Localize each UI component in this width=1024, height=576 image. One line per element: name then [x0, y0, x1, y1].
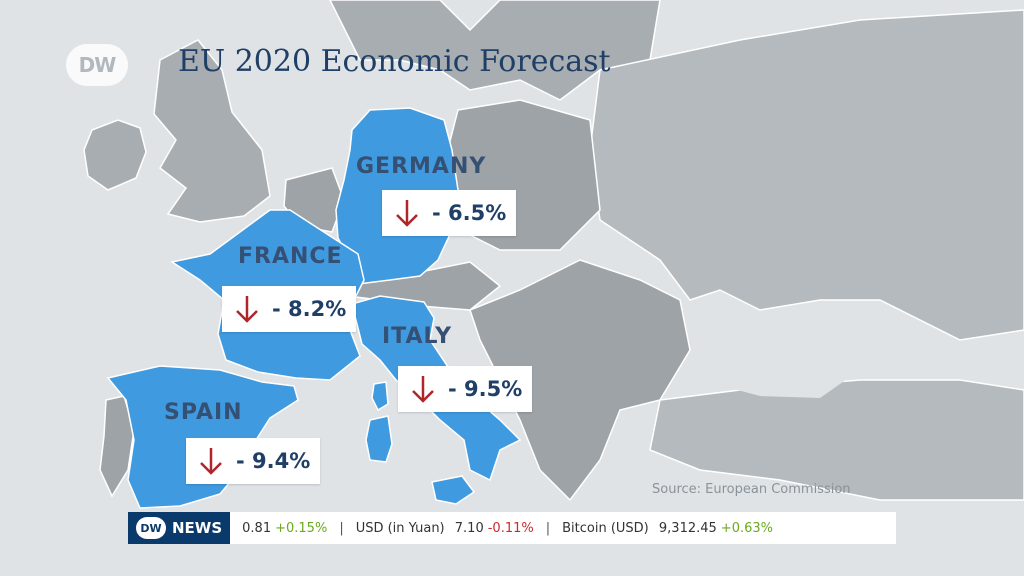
- ticker-item-2-name: USD (in Yuan): [355, 520, 445, 536]
- ticker-item-2-change: -0.11%: [487, 520, 534, 536]
- map-sardinia: [365, 415, 393, 463]
- ticker-item-3-name: Bitcoin (USD): [562, 520, 649, 536]
- arrow-down-icon: [200, 448, 222, 475]
- arrow-down-icon: [236, 296, 258, 323]
- arrow-down-icon: [396, 200, 418, 227]
- value-box-france: - 8.2%: [222, 286, 356, 332]
- map-corsica: [371, 381, 389, 412]
- value-spain: - 9.4%: [236, 449, 311, 473]
- ticker-dw-logo: DW: [136, 517, 166, 539]
- map-sicily: [431, 475, 476, 505]
- map-black-sea: [690, 316, 860, 398]
- news-ticker: DW NEWS 0.81 +0.15% | USD (in Yuan) 7.10-…: [128, 512, 896, 544]
- value-france: - 8.2%: [272, 297, 347, 321]
- ticker-item-3-value: 9,312.45: [658, 520, 717, 536]
- map-great-britain: [153, 39, 271, 223]
- ticker-item-1-value: 0.81: [242, 520, 272, 536]
- ticker-item-1: 0.81 +0.15%: [242, 521, 327, 536]
- ticker-separator: |: [545, 520, 551, 536]
- value-box-germany: - 6.5%: [382, 190, 516, 236]
- map-scandinavia: [329, 0, 661, 101]
- value-italy: - 9.5%: [448, 377, 523, 401]
- ticker-item-3-change: +0.63%: [720, 520, 773, 536]
- dw-logo-text: DW: [78, 53, 117, 77]
- ticker-news-label: NEWS: [172, 519, 223, 537]
- map-eastern-europe: [589, 9, 1024, 341]
- dw-logo: DW: [66, 44, 128, 86]
- value-box-spain: - 9.4%: [186, 438, 320, 484]
- country-label-italy: ITALY: [382, 324, 453, 349]
- country-label-france: FRANCE: [238, 244, 343, 269]
- source-credit: Source: European Commission: [652, 482, 851, 497]
- ticker-item-2-value: 7.10: [454, 520, 484, 536]
- map-ireland: [83, 119, 147, 191]
- map-title: EU 2020 Economic Forecast: [178, 44, 611, 79]
- ticker-item-2: USD (in Yuan) 7.10 -0.11%: [356, 521, 534, 536]
- arrow-down-icon: [412, 376, 434, 403]
- ticker-separator: |: [339, 520, 344, 536]
- ticker-badge: DW NEWS: [128, 512, 231, 544]
- value-box-italy: - 9.5%: [398, 366, 532, 412]
- ticker-item-1-change: +0.15%: [275, 520, 328, 536]
- ticker-item-3: Bitcoin (USD) 9,312.45 +0.63%: [562, 521, 773, 536]
- country-label-germany: GERMANY: [356, 154, 487, 179]
- value-germany: - 6.5%: [432, 201, 507, 225]
- country-label-spain: SPAIN: [164, 400, 243, 425]
